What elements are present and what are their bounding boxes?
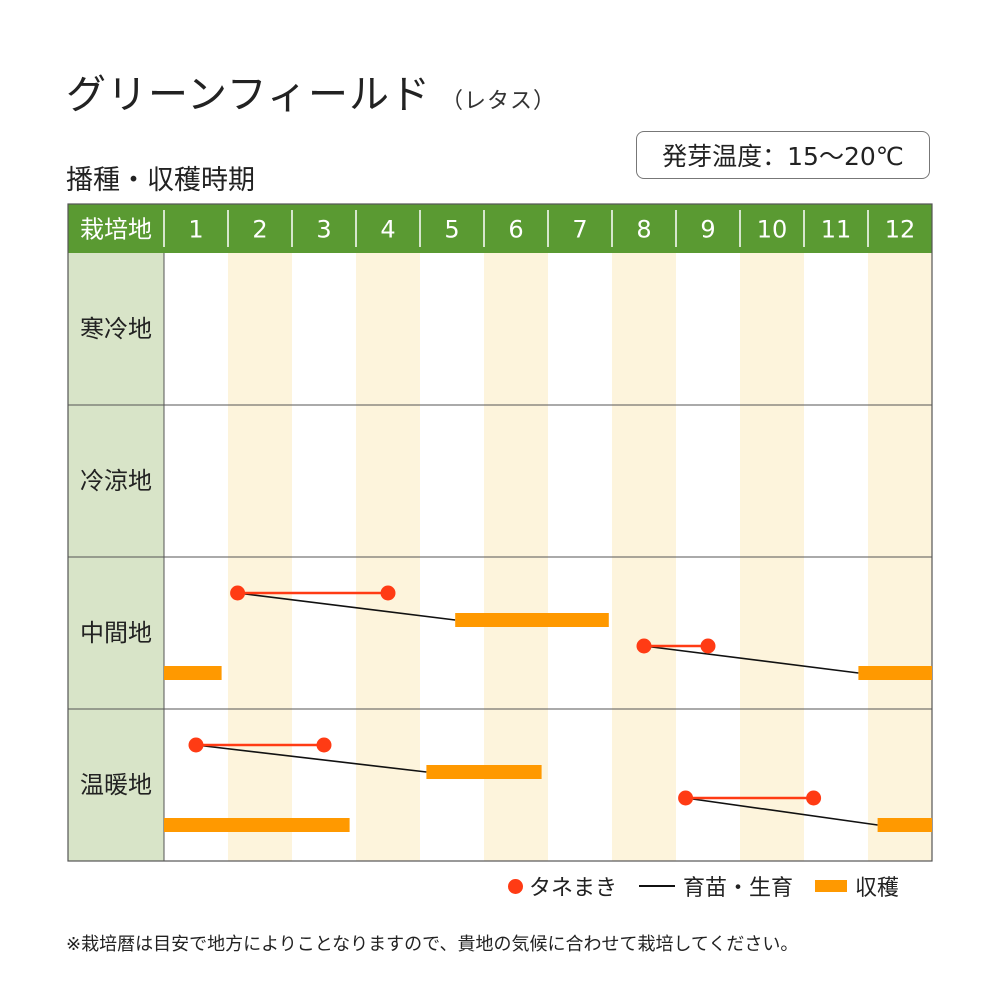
legend-harvest: 収穫 [815, 870, 899, 902]
sowing-end-dot [380, 585, 396, 601]
header-label: 栽培地 [80, 216, 152, 244]
legend-nursery: 育苗・生育 [639, 870, 793, 902]
region-label-cell [68, 709, 164, 861]
region-label: 寒冷地 [80, 315, 152, 343]
germination-temp-box: 発芽温度：15～20℃ [636, 131, 930, 179]
sowing-end-dot [316, 737, 332, 753]
legend-nursery-label: 育苗・生育 [683, 876, 794, 901]
title-main: グリーンフィールド [66, 72, 431, 118]
sowing-start-dot [188, 737, 204, 753]
month-label: 5 [444, 216, 459, 244]
sowing-start-dot [678, 790, 694, 806]
region-label-cell [68, 557, 164, 709]
region-label-cell [68, 405, 164, 557]
legend-sowing-label: タネまき [529, 876, 618, 901]
nursery-line-icon [639, 885, 676, 887]
month-label: 6 [508, 216, 523, 244]
month-label: 10 [757, 216, 788, 244]
sowing-end-dot [700, 638, 716, 654]
month-label: 8 [636, 216, 651, 244]
region-label: 冷涼地 [80, 467, 152, 495]
month-label: 11 [821, 216, 852, 244]
region-label-cell [68, 253, 164, 405]
legend-sowing: タネまき [508, 870, 617, 902]
harvest-bar [164, 818, 350, 832]
month-label: 1 [188, 216, 203, 244]
month-label: 12 [885, 216, 916, 244]
footnote: ※栽培暦は目安で地方によりことなりますので、貴地の気候に合わせて栽培してください… [66, 934, 799, 955]
sowing-marker-icon [508, 878, 523, 894]
month-label: 3 [316, 216, 331, 244]
harvest-bar [164, 666, 222, 680]
page-title: グリーンフィールド （レタス） [66, 62, 556, 120]
header-row [68, 204, 932, 253]
nursery-line [643, 645, 859, 674]
harvest-bar [858, 666, 932, 680]
harvest-bar [877, 818, 932, 832]
region-label: 温暖地 [80, 771, 152, 799]
harvest-bar [455, 613, 609, 627]
title-subtitle: （レタス） [441, 89, 557, 114]
nursery-line [685, 797, 878, 826]
month-label: 7 [572, 216, 587, 244]
sowing-end-dot [806, 790, 822, 806]
nursery-line [237, 592, 456, 621]
chart-border [67, 203, 933, 862]
month-label: 4 [380, 216, 395, 244]
section-title: 播種・収穫時期 [66, 165, 255, 196]
nursery-line [195, 744, 427, 773]
month-label: 2 [252, 216, 267, 244]
harvest-bar-icon [815, 880, 848, 892]
legend-harvest-label: 収穫 [855, 876, 900, 901]
region-label: 中間地 [80, 619, 152, 647]
month-label: 9 [700, 216, 715, 244]
sowing-start-dot [636, 638, 652, 654]
legend: タネまき 育苗・生育 収穫 [508, 870, 899, 902]
harvest-bar [426, 765, 542, 779]
sowing-start-dot [230, 585, 246, 601]
